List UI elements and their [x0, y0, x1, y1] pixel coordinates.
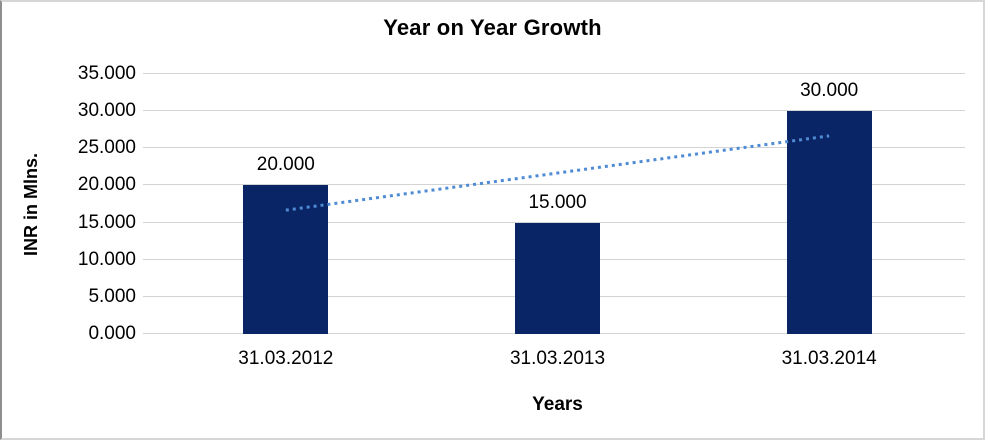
y-axis-tick-labels: 0.000 5.000 10.000 15.000 20.000 25.000 30.000… — [2, 2, 136, 438]
gridline — [143, 73, 965, 74]
y-axis-tick-label: 30.000 — [77, 100, 136, 122]
x-axis-tick-label: 31.03.2013 — [509, 348, 606, 369]
x-axis-title: Years — [532, 394, 583, 415]
bar — [515, 222, 600, 334]
y-axis-tick-label: 5.000 — [88, 285, 136, 307]
bar-data-label: 15.000 — [528, 191, 587, 213]
y-axis-tick-label: 35.000 — [77, 63, 136, 84]
x-axis-tick-label: 31.03.2012 — [238, 348, 334, 369]
bar-data-label: 20.000 — [256, 154, 315, 176]
x-axis-tick-label: 31.03.2014 — [781, 348, 877, 369]
trendline — [285, 134, 830, 212]
bar-data-label: 30.000 — [800, 80, 859, 102]
y-axis-tick-label: 10.000 — [77, 248, 136, 270]
chart-title: Year on Year Growth — [383, 15, 602, 40]
gridline — [143, 110, 965, 112]
gridline — [143, 184, 965, 186]
bar — [786, 111, 872, 334]
y-axis-tick-label: 15.000 — [77, 211, 136, 233]
gridline — [143, 147, 965, 149]
plot-area: 20.000 15.000 30.000 — [143, 73, 965, 334]
y-axis-tick-label: 0.000 — [88, 323, 136, 344]
gridline — [143, 221, 965, 223]
y-axis-tick-label: 20.000 — [77, 174, 136, 196]
y-axis-tick-label: 25.000 — [77, 137, 136, 159]
x-axis-tick-labels: 31.03.2012 31.03.2013 31.03.2014 — [150, 348, 965, 372]
bar — [243, 185, 329, 334]
